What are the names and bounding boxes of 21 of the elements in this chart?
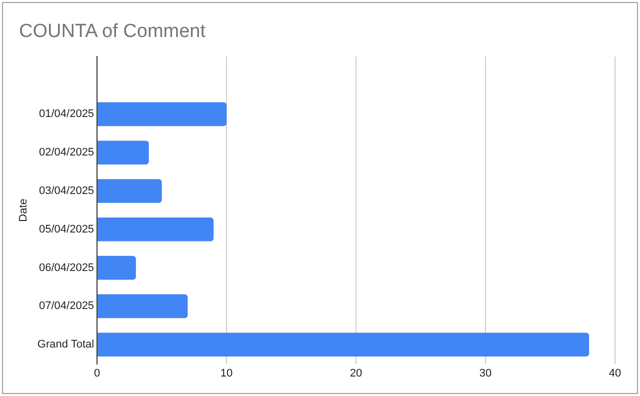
y-axis-title: Date (18, 198, 30, 222)
x-tick-label: 0 (94, 367, 100, 380)
chart-title: COUNTA of Comment (19, 21, 206, 43)
y-tick-label: 05/04/2025 (39, 223, 94, 236)
bar (98, 102, 227, 126)
bar (98, 332, 590, 357)
bar (98, 140, 149, 165)
bar (98, 294, 188, 318)
bar (98, 217, 214, 242)
y-tick-label: 07/04/2025 (39, 300, 94, 312)
x-tick-label: 40 (608, 367, 622, 380)
y-tick-label: Grand Total (37, 338, 94, 351)
x-tick-label: 30 (479, 367, 492, 380)
y-tick-label: 03/04/2025 (39, 185, 94, 198)
bar (98, 256, 136, 280)
x-tick-label: 10 (220, 367, 233, 380)
y-tick-label: 02/04/2025 (39, 146, 94, 159)
y-tick-label: 01/04/2025 (39, 108, 94, 120)
x-tick-label: 20 (350, 367, 362, 380)
y-tick-label: 06/04/2025 (39, 262, 94, 274)
bar (98, 179, 162, 203)
